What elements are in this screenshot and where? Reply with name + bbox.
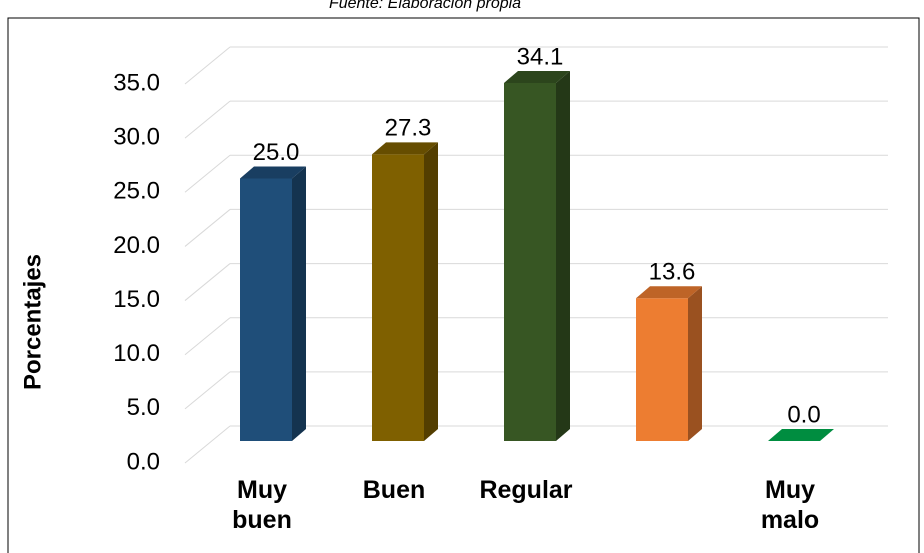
x-tick-label: Muy malo [760, 476, 820, 534]
bar-side [292, 166, 306, 441]
y-tick-label: 25.0 [113, 178, 160, 205]
value-label: 27.3 [385, 115, 432, 142]
grid-line-depth [184, 100, 231, 139]
grid-line-depth [184, 154, 231, 193]
bar [768, 429, 834, 441]
bar-top [504, 70, 570, 83]
y-tick-label: 30.0 [113, 123, 160, 150]
bar-side [424, 142, 438, 441]
bar-front [636, 298, 688, 441]
grid-line-depth [184, 263, 231, 301]
y-tick-label: 10.0 [113, 340, 160, 367]
bar-side [556, 70, 570, 441]
bar [636, 286, 702, 441]
bar-top [768, 429, 834, 441]
y-tick-label: 20.0 [113, 232, 160, 259]
bar-top [372, 142, 438, 155]
bar-side [688, 286, 702, 441]
x-tick-label: Regular [479, 476, 573, 504]
value-label: 34.1 [517, 43, 564, 70]
grid-line-depth [184, 371, 231, 410]
grid-line-depth [184, 46, 231, 85]
y-tick-label: 5.0 [127, 394, 160, 421]
bar-front [372, 154, 424, 441]
chart-title: Fuente: Elaboración propia [329, 0, 521, 12]
y-axis-label: Porcentajes [19, 254, 46, 390]
bar-top [636, 286, 702, 299]
chart-border [7, 17, 920, 553]
bar [504, 70, 570, 441]
y-tick-label: 35.0 [113, 69, 160, 96]
bar [372, 142, 438, 441]
bar-front [240, 178, 292, 441]
value-label: 13.6 [649, 259, 696, 286]
bar-top [240, 166, 306, 179]
y-tick-label: 15.0 [113, 286, 160, 313]
value-label: 0.0 [787, 401, 820, 428]
grid-line-depth [184, 317, 231, 356]
grid-line-depth [184, 209, 231, 247]
grid-line-depth [184, 425, 231, 464]
bar-front [504, 82, 556, 441]
x-tick-label: Muy buen [232, 476, 292, 534]
y-tick-label: 0.0 [127, 448, 160, 475]
x-tick-label: Buen [362, 476, 426, 504]
value-label: 25.0 [253, 139, 300, 166]
bar [240, 166, 306, 441]
